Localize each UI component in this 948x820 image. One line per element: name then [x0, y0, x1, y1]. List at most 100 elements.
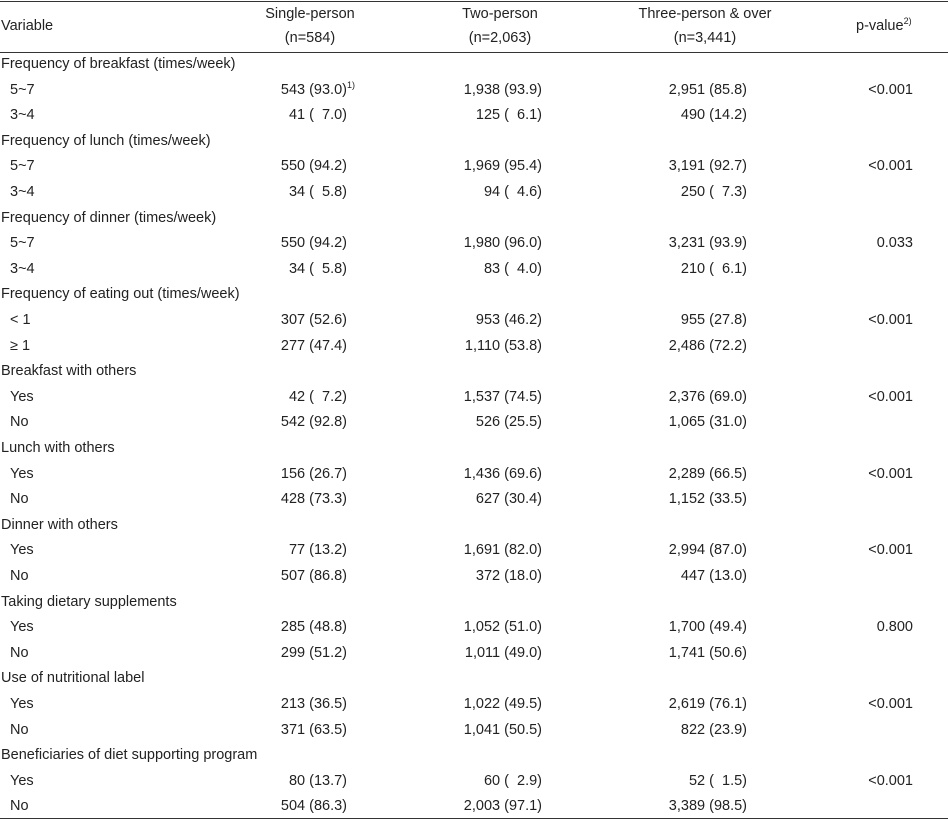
cell-three: 447 (13.0): [680, 568, 747, 584]
cell-single: 277 (47.4): [200, 337, 347, 355]
cell-three: 955 (27.8): [680, 312, 747, 328]
row-label: No: [10, 721, 29, 738]
cell-three: 3,231 (93.9): [668, 235, 747, 252]
row-label: Yes: [10, 696, 34, 712]
cell-single: 77 (13.2): [200, 541, 347, 559]
row-label: 3~4: [10, 260, 35, 277]
row-label: < 1: [10, 312, 31, 328]
cell-single: 507 (86.8): [200, 567, 347, 585]
section-title: Frequency of eating out (times/week): [1, 286, 240, 303]
header-variable: Variable: [1, 18, 54, 34]
row-label: 5~7: [10, 81, 35, 98]
cell-three: 2,619 (76.1): [668, 696, 747, 712]
cell-single: 80 (13.7): [200, 772, 347, 790]
cell-three: 1,741 (50.6): [668, 644, 747, 661]
cell-two: 1,052 (51.0): [463, 619, 542, 636]
section-title: Use of nutritional label: [1, 670, 145, 687]
cell-single-value: 80 (13.7): [288, 772, 347, 789]
cell-single-value: 307 (52.6): [280, 312, 347, 328]
cell-single: 550 (94.2): [200, 234, 347, 252]
cell-two: 1,436 (69.6): [463, 465, 542, 482]
cell-single-value: 542 (92.8): [280, 414, 347, 431]
row-label: No: [10, 491, 29, 508]
cell-single: 550 (94.2): [200, 157, 347, 175]
cell-pvalue: <0.001: [868, 465, 913, 482]
cell-single-value: 213 (36.5): [280, 696, 347, 712]
cell-single-value: 34 ( 5.8): [288, 260, 347, 277]
cell-two: 60 ( 2.9): [483, 772, 542, 789]
row-label: Yes: [10, 619, 34, 636]
table-header-rule: [0, 52, 948, 53]
cell-two: 1,011 (49.0): [464, 644, 542, 661]
cell-three: 1,700 (49.4): [668, 619, 747, 636]
cell-single-value: 41 ( 7.0): [288, 107, 347, 124]
table-bottom-rule: [0, 818, 948, 819]
header-group-single-n: (n=584): [284, 30, 336, 46]
cell-single-value: 371 (63.5): [280, 721, 347, 738]
cell-single: 371 (63.5): [200, 721, 347, 739]
section-title: Frequency of lunch (times/week): [1, 132, 211, 149]
cell-single: 156 (26.7): [200, 465, 347, 483]
cell-two: 372 (18.0): [475, 568, 542, 584]
row-label: ≥ 1: [10, 337, 31, 354]
cell-pvalue: <0.001: [868, 388, 913, 405]
cell-three: 250 ( 7.3): [680, 184, 747, 200]
row-label: Yes: [10, 772, 34, 789]
cell-two: 627 (30.4): [475, 491, 542, 508]
cell-two: 953 (46.2): [475, 312, 542, 328]
cell-two: 1,022 (49.5): [463, 696, 542, 712]
section-title: Taking dietary supplements: [1, 593, 177, 610]
section-title: Breakfast with others: [1, 363, 137, 380]
header-group-single-name: Single-person: [265, 6, 355, 22]
footnote-marker: 1): [346, 79, 355, 90]
cell-three: 2,994 (87.0): [668, 542, 747, 559]
cell-two: 1,537 (74.5): [463, 388, 542, 405]
row-label: 5~7: [10, 235, 35, 252]
cell-three: 210 ( 6.1): [680, 260, 747, 277]
row-label: No: [10, 644, 29, 661]
cell-single: 299 (51.2): [200, 644, 347, 662]
row-label: No: [10, 414, 29, 431]
cell-three: 2,289 (66.5): [668, 465, 747, 482]
cell-single: 213 (36.5): [200, 695, 347, 713]
cell-three: 1,065 (31.0): [668, 414, 747, 431]
section-title: Lunch with others: [1, 440, 115, 456]
header-group-three-name: Three-person & over: [638, 6, 772, 22]
cell-single: 542 (92.8): [200, 413, 347, 431]
row-label: Yes: [10, 465, 34, 482]
section-title: Frequency of breakfast (times/week): [1, 56, 236, 72]
cell-single-value: 285 (48.8): [280, 619, 347, 636]
cell-single: 307 (52.6): [200, 311, 347, 329]
cell-two: 1,969 (95.4): [463, 158, 542, 175]
cell-single-value: 277 (47.4): [280, 337, 347, 354]
header-pvalue-label: p-value: [856, 18, 904, 34]
cell-single: 428 (73.3): [200, 490, 347, 508]
cell-pvalue: <0.001: [868, 312, 913, 328]
cell-single: 42 ( 7.2): [200, 388, 347, 406]
cell-three: 490 (14.2): [680, 107, 747, 124]
cell-two: 94 ( 4.6): [483, 184, 542, 200]
section-title: Dinner with others: [1, 516, 118, 533]
cell-three: 3,389 (98.5): [668, 798, 747, 815]
cell-pvalue: 0.033: [876, 235, 913, 252]
cell-two: 526 (25.5): [475, 414, 542, 431]
row-label: Yes: [10, 542, 34, 559]
cell-single-value: 550 (94.2): [280, 158, 347, 175]
header-pvalue: p-value2): [856, 17, 912, 35]
cell-two: 1,980 (96.0): [463, 235, 542, 252]
cell-three: 1,152 (33.5): [668, 491, 747, 508]
cell-single-value: 34 ( 5.8): [288, 184, 347, 200]
cell-pvalue: 0.800: [876, 619, 913, 636]
row-label: No: [10, 798, 29, 815]
cell-single-value: 550 (94.2): [280, 235, 347, 252]
cell-single-value: 543 (93.0): [280, 81, 347, 98]
cell-three: 3,191 (92.7): [668, 158, 747, 175]
cell-single: 41 ( 7.0): [200, 106, 347, 124]
cell-pvalue: <0.001: [868, 772, 913, 789]
cell-single: 504 (86.3): [200, 797, 347, 815]
cell-single: 543 (93.0)1): [200, 79, 355, 99]
cell-three: 52 ( 1.5): [688, 772, 747, 789]
cell-two: 83 ( 4.0): [483, 260, 542, 277]
cell-three: 2,486 (72.2): [668, 337, 747, 354]
cell-single-value: 42 ( 7.2): [288, 388, 347, 405]
